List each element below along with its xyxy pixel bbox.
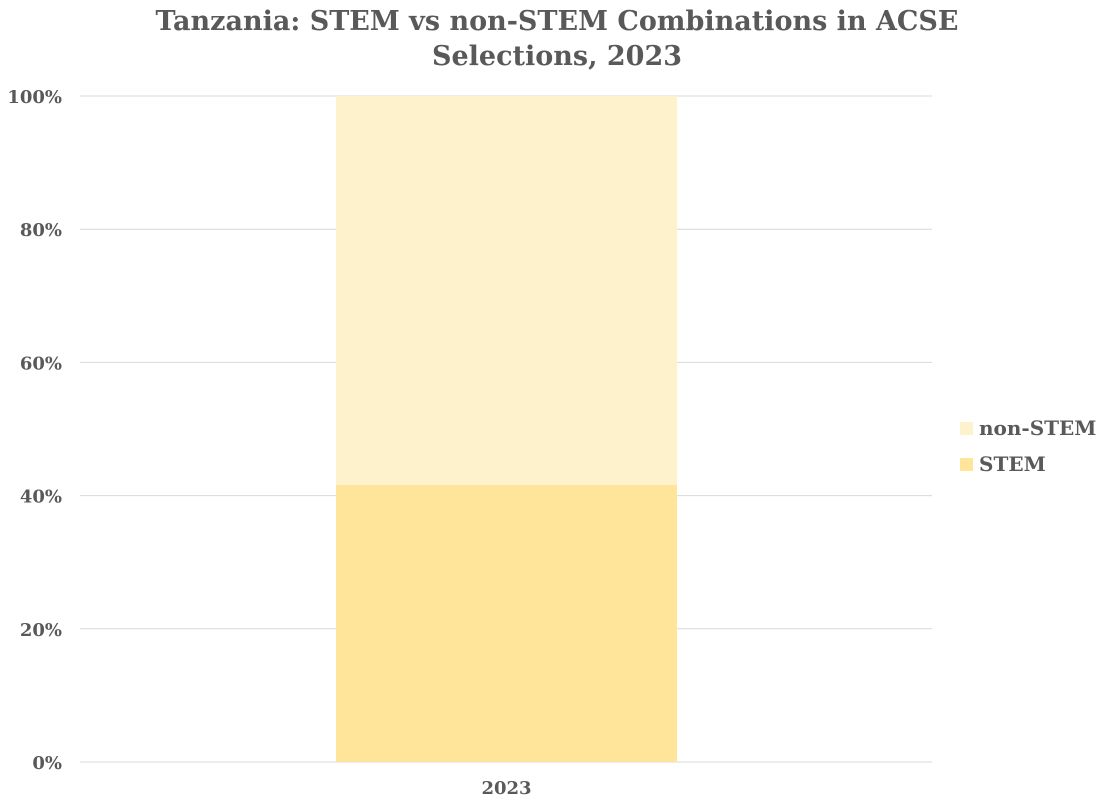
legend-item-non-stem: non-STEM [960, 410, 1096, 446]
legend-swatch-non-stem [960, 421, 973, 435]
legend-item-stem: STEM [960, 446, 1096, 482]
y-tick-label: 40% [20, 487, 62, 508]
y-tick-label: 60% [20, 353, 62, 374]
y-tick-label: 0% [32, 753, 62, 774]
chart-title-line-1: Tanzania: STEM vs non-STEM Combinations … [155, 6, 959, 37]
chart-title-line-2: Selections, 2023 [431, 41, 683, 72]
chart-title: Tanzania: STEM vs non-STEM Combinations … [0, 4, 1108, 74]
bar-non-stem [336, 96, 677, 485]
y-tick-label: 80% [20, 220, 62, 241]
y-tick-label: 20% [20, 620, 62, 641]
legend-label-non-stem: non-STEM [979, 416, 1097, 440]
legend: non-STEM STEM [960, 410, 1096, 482]
y-tick-label: 100% [7, 87, 62, 108]
legend-swatch-stem [960, 457, 973, 471]
x-tick-label: 2023 [481, 778, 531, 799]
legend-label-stem: STEM [979, 452, 1046, 476]
bar-stem [336, 484, 677, 762]
